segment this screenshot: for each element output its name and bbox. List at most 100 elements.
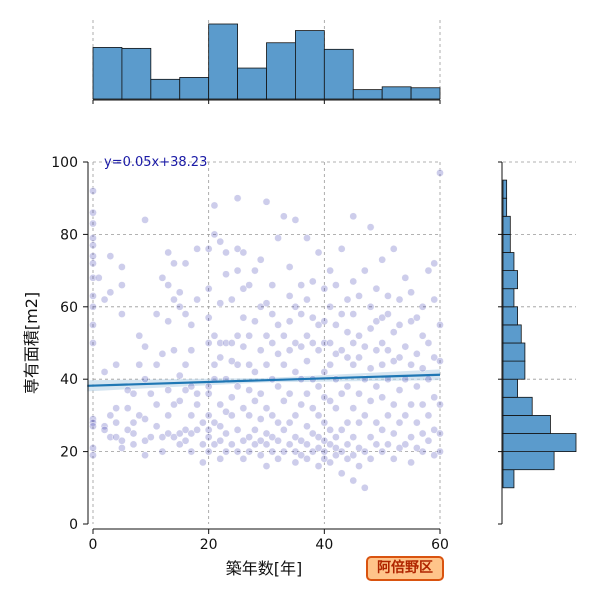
scatter-point	[280, 360, 288, 369]
regression-line	[87, 373, 441, 387]
scatter-point	[401, 342, 410, 351]
scatter-point	[262, 404, 271, 413]
scatter-point	[291, 447, 300, 456]
scatter-point	[210, 418, 219, 427]
scatter-point	[343, 295, 352, 304]
scatter-point	[181, 310, 190, 318]
x-hist-bar	[179, 77, 210, 100]
scatter-point	[262, 440, 271, 449]
scatter-point	[141, 415, 149, 423]
scatter-point	[355, 292, 363, 300]
scatter-point	[187, 447, 196, 456]
scatter-point	[89, 241, 97, 250]
scatter-point	[424, 375, 433, 384]
scatter-point	[251, 368, 259, 376]
scatter-point	[262, 331, 271, 340]
scatter-point	[170, 259, 178, 268]
scatter-point	[413, 444, 421, 452]
scatter-point	[89, 444, 97, 452]
scatter-point	[430, 451, 439, 460]
scatter-point	[303, 295, 311, 304]
scatter-point	[436, 429, 444, 438]
scatter-point	[366, 454, 375, 463]
scatter-point	[204, 433, 213, 441]
scatter-point	[170, 295, 178, 304]
scatter-point	[291, 368, 300, 376]
scatter-point	[343, 328, 352, 336]
scatter-point	[100, 426, 109, 434]
scatter-point	[170, 400, 178, 409]
x-hist-bar	[295, 30, 325, 100]
scatter-point	[141, 375, 149, 384]
y-hist-bar	[502, 233, 511, 253]
scatter-point	[146, 389, 155, 398]
scatter-point	[146, 433, 155, 441]
scatter-point	[118, 310, 126, 318]
scatter-point	[251, 426, 259, 434]
x-hist-bar	[237, 67, 267, 100]
scatter-point	[89, 234, 97, 242]
scatter-point	[123, 386, 132, 394]
axes-layer: 0 20 40 60 0 20 40 60 80 100	[51, 155, 449, 553]
scatter-point	[262, 197, 271, 206]
scatter-point	[401, 440, 410, 449]
scatter-point	[436, 357, 444, 365]
scatter-point	[187, 321, 196, 329]
y-hist-bar	[502, 342, 526, 362]
scatter-point	[326, 458, 334, 467]
scatter-point	[308, 277, 317, 286]
region-badge: 阿倍野区	[366, 556, 444, 581]
scatter-point	[233, 331, 242, 340]
scatter-point	[285, 440, 294, 449]
scatter-point	[372, 382, 381, 391]
scatter-point	[332, 444, 340, 452]
scatter-point	[199, 440, 207, 449]
scatter-point	[291, 411, 300, 420]
scatter-point	[320, 317, 329, 326]
scatter-point	[372, 284, 381, 293]
scatter-point	[158, 350, 167, 358]
scatter-point	[424, 411, 433, 420]
scatter-point	[164, 429, 173, 438]
scatter-point	[320, 436, 329, 445]
scatter-point	[349, 360, 358, 369]
scatter-point	[251, 397, 259, 405]
scatter-point	[355, 462, 363, 470]
scatter-point	[407, 400, 415, 409]
scatter-point	[199, 418, 207, 427]
scatter-point	[401, 273, 410, 282]
scatter-point	[106, 288, 115, 297]
x-tick-label: 60	[431, 537, 449, 553]
scatter-point	[395, 386, 404, 394]
scatter-point	[337, 346, 346, 355]
scatter-point	[303, 389, 311, 398]
scatter-point	[193, 295, 201, 304]
scatter-point	[413, 350, 421, 358]
scatter-point	[332, 404, 340, 413]
scatter-point	[227, 339, 236, 347]
y-histogram	[498, 161, 577, 525]
scatter-point	[245, 281, 253, 289]
scatter-point	[158, 447, 167, 456]
scatter-point	[268, 411, 277, 420]
y-hist-bar	[502, 378, 519, 398]
scatter-point	[256, 346, 265, 355]
x-hist-bar	[92, 47, 123, 100]
scatter-point	[193, 400, 201, 409]
scatter-point	[175, 371, 184, 380]
scatter-point	[395, 321, 404, 329]
scatter-point	[326, 440, 334, 449]
scatter-point	[280, 212, 288, 221]
scatter-point	[332, 375, 340, 384]
scatter-point	[320, 393, 329, 402]
scatter-point	[216, 339, 225, 347]
scatter-point	[326, 302, 334, 311]
scatter-point	[233, 266, 242, 275]
scatter-point	[181, 386, 190, 394]
scatter-point	[407, 317, 415, 326]
y-tick-label: 80	[60, 227, 78, 243]
x-hist-bar	[208, 23, 238, 100]
scatter-point	[326, 426, 334, 434]
y-hist-bar	[502, 396, 533, 416]
scatter-point	[436, 321, 444, 329]
